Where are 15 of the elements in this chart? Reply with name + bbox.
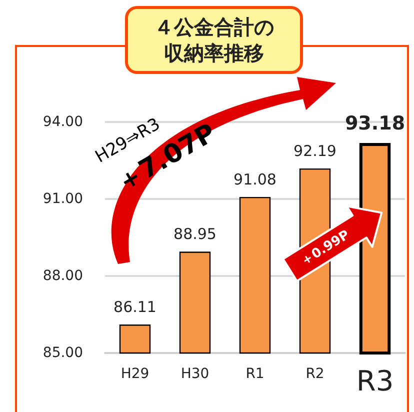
x-tick-label: H29 [120,366,150,382]
y-tick-label: 88.00 [42,268,83,284]
x-tick-label: R2 [306,366,324,382]
data-label: 93.18 [344,112,406,135]
data-label: 88.95 [174,225,216,244]
y-tick-label: 91.00 [42,191,83,207]
data-label: 91.08 [234,170,276,188]
data-label: 92.19 [294,142,336,160]
chart-title: ４公金合計の収納率推移 [125,6,303,74]
data-label: 86.11 [114,298,156,316]
x-tick-label: R3 [356,364,394,398]
x-tick-label: R1 [246,366,264,382]
y-tick-label: 94.00 [42,114,83,130]
y-tick-label: 85.00 [42,345,83,361]
x-tick-label: H30 [180,366,210,382]
